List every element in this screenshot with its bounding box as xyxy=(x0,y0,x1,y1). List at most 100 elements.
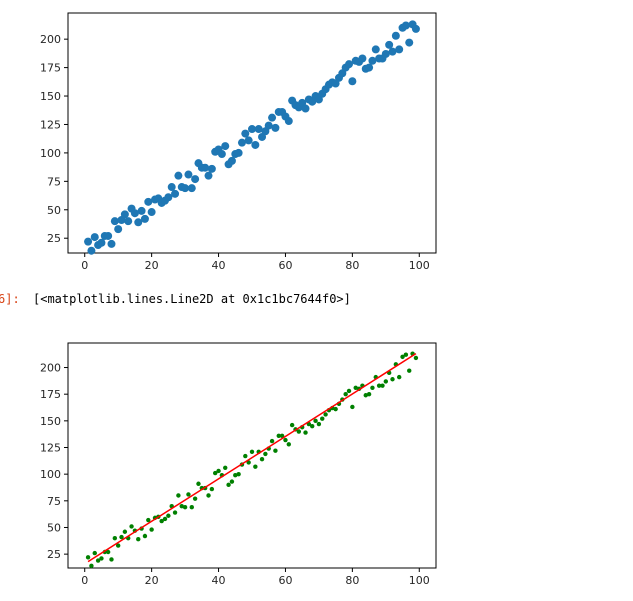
data-point xyxy=(289,422,295,428)
output-prompt: 6]: xyxy=(0,292,20,306)
data-point xyxy=(343,391,348,397)
data-point xyxy=(97,238,106,247)
data-point xyxy=(115,543,121,548)
data-point xyxy=(390,377,395,382)
data-point xyxy=(136,537,141,542)
data-point xyxy=(413,355,419,361)
data-point xyxy=(129,524,134,529)
data-point xyxy=(368,56,377,65)
data-point xyxy=(346,388,352,394)
data-point xyxy=(164,193,173,202)
data-point xyxy=(84,237,93,246)
data-point xyxy=(237,138,246,147)
y-tick-label: 125 xyxy=(40,118,61,131)
data-point xyxy=(348,77,357,86)
data-point xyxy=(366,391,372,397)
data-point xyxy=(391,31,400,40)
data-point xyxy=(376,383,382,388)
data-point xyxy=(124,217,133,226)
y-tick-label: 75 xyxy=(47,175,61,188)
data-point xyxy=(301,104,310,113)
data-point xyxy=(134,218,143,227)
data-point xyxy=(385,40,394,49)
data-point xyxy=(259,457,265,462)
x-tick-label: 60 xyxy=(278,574,292,587)
scatter-fit-chart-2: 0 20 40 60 80 100 25 50 75 100 125 150 175 200 xyxy=(40,342,437,587)
data-point xyxy=(236,471,241,477)
y-tick-label: 50 xyxy=(47,204,61,217)
data-point xyxy=(90,233,99,242)
data-point xyxy=(296,429,302,434)
data-point xyxy=(254,125,263,134)
data-point xyxy=(395,45,404,54)
data-point xyxy=(114,225,123,234)
y-tick-label: 125 xyxy=(40,442,61,455)
data-point xyxy=(87,246,96,255)
data-point xyxy=(221,142,230,151)
data-point xyxy=(411,24,420,33)
data-point xyxy=(276,433,281,438)
data-point xyxy=(119,534,124,540)
data-point xyxy=(99,556,104,561)
data-point xyxy=(172,510,178,515)
data-point xyxy=(249,449,255,454)
data-point xyxy=(149,527,154,532)
data-point xyxy=(167,183,176,192)
data-point xyxy=(207,164,216,173)
y-tick-label: 25 xyxy=(47,232,61,245)
x-tick-label: 80 xyxy=(345,574,359,587)
y-tick-label: 100 xyxy=(40,468,61,481)
data-point xyxy=(353,385,358,390)
data-point xyxy=(189,505,194,510)
data-point xyxy=(241,129,250,138)
data-point xyxy=(403,352,409,357)
data-point xyxy=(122,529,128,534)
data-point xyxy=(268,113,277,122)
data-point xyxy=(243,453,248,459)
data-point xyxy=(283,437,288,443)
x-tick-label: 20 xyxy=(145,259,159,272)
output-cell: 6]: [<matplotlib.lines.Line2D at 0x1c1bc… xyxy=(0,290,633,310)
x-tick-label: 100 xyxy=(409,259,430,272)
y-tick-label: 175 xyxy=(40,62,61,75)
data-point xyxy=(176,493,181,498)
data-point xyxy=(380,383,385,388)
data-point xyxy=(233,473,238,478)
data-point xyxy=(264,121,273,130)
x-tick-label: 0 xyxy=(81,259,88,272)
data-point xyxy=(227,156,236,165)
data-point xyxy=(112,535,118,541)
data-point xyxy=(244,136,253,145)
data-point xyxy=(191,175,200,184)
data-point xyxy=(363,393,368,398)
x-tick-label: 0 xyxy=(81,574,88,587)
x-tick-label: 40 xyxy=(212,259,226,272)
data-point xyxy=(95,558,101,563)
data-point xyxy=(279,433,285,438)
data-point xyxy=(206,493,211,498)
data-point xyxy=(371,45,380,54)
data-point xyxy=(179,503,184,509)
data-point xyxy=(201,163,210,172)
data-point xyxy=(186,492,191,497)
data-point xyxy=(159,518,164,524)
data-point xyxy=(407,368,412,373)
data-point xyxy=(144,197,153,206)
data-point xyxy=(174,171,183,180)
data-point xyxy=(146,517,151,523)
data-point xyxy=(229,479,235,484)
data-point xyxy=(209,486,215,492)
data-point xyxy=(400,354,405,360)
data-point xyxy=(397,374,402,380)
data-point xyxy=(142,533,148,539)
data-point xyxy=(130,209,139,218)
data-point xyxy=(109,557,114,562)
data-point xyxy=(92,550,97,556)
data-point xyxy=(181,184,190,193)
data-point xyxy=(248,125,256,134)
data-point xyxy=(323,412,328,417)
data-point xyxy=(316,421,322,427)
y-tick-label: 175 xyxy=(40,388,61,401)
data-point xyxy=(320,416,325,421)
output-text: [<matplotlib.lines.Line2D at 0x1c1bc7644… xyxy=(33,292,351,306)
